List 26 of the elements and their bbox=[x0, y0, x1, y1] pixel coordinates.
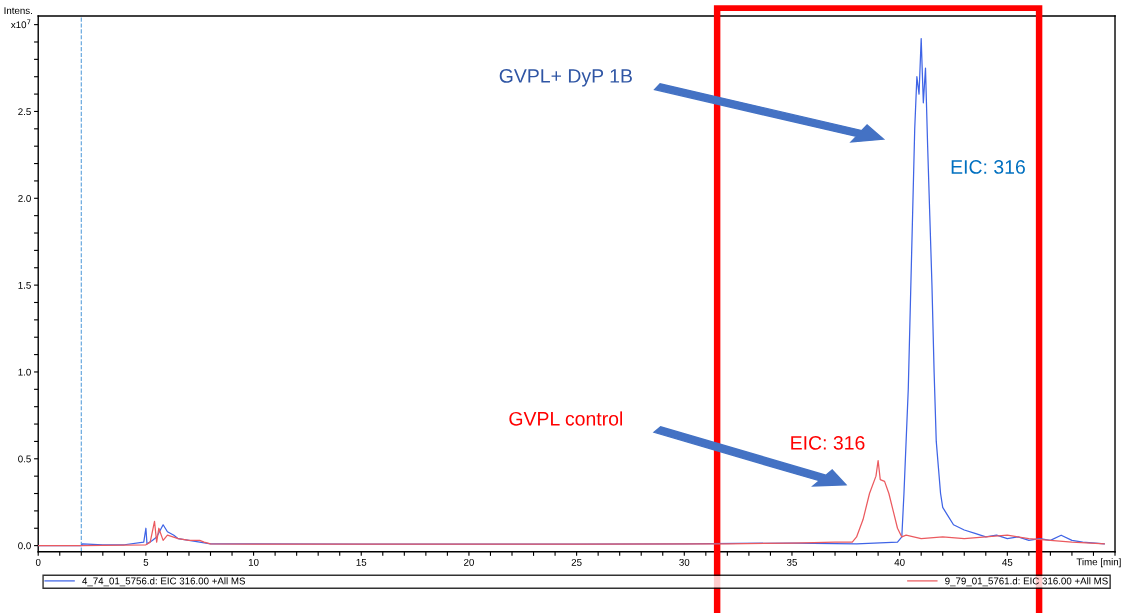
x-tick-label: 0 bbox=[35, 558, 41, 566]
x-tick-label: 5 bbox=[143, 559, 149, 566]
x-tick-label: 35 bbox=[786, 558, 797, 566]
x-tick-label: 20 bbox=[464, 558, 474, 566]
annotation: EIC: 316 bbox=[791, 436, 865, 450]
legend-label: 4_74_01_5756.d: EIC 316.00 +All MS bbox=[82, 577, 246, 587]
y-tick-label: 1.5 bbox=[18, 281, 31, 289]
line-series bbox=[38, 459, 1105, 547]
y-tick-label: 0.0 bbox=[18, 542, 31, 550]
y-tick-label: x10$^{7}$ bbox=[10, 19, 31, 29]
x-tick-label: 10 bbox=[248, 558, 259, 566]
y-tick-label: 0.5 bbox=[18, 455, 31, 463]
x-tick-label: 25 bbox=[571, 558, 582, 566]
x-tick-label: 40 bbox=[894, 558, 905, 566]
y-axis-title: Intens. bbox=[4, 7, 32, 15]
annotation: GVPL control bbox=[509, 411, 622, 426]
y-tick-label: 1.0 bbox=[18, 368, 31, 376]
annotation: EIC: 316 bbox=[951, 160, 1025, 174]
y-tick-label: 2.5 bbox=[18, 108, 31, 116]
x-axis-title: Time [min] bbox=[1076, 558, 1121, 568]
x-tick-label: 45 bbox=[1002, 559, 1013, 566]
y-tick-label: 2.0 bbox=[18, 195, 31, 202]
x-tick-label: 15 bbox=[356, 559, 367, 566]
annotation: GVPL+ DyP 1B bbox=[499, 69, 632, 87]
legend-label: 9_79_01_5761.d: EIC 316.00 +All MS bbox=[945, 577, 1108, 587]
x-tick-label: 30 bbox=[679, 558, 690, 566]
